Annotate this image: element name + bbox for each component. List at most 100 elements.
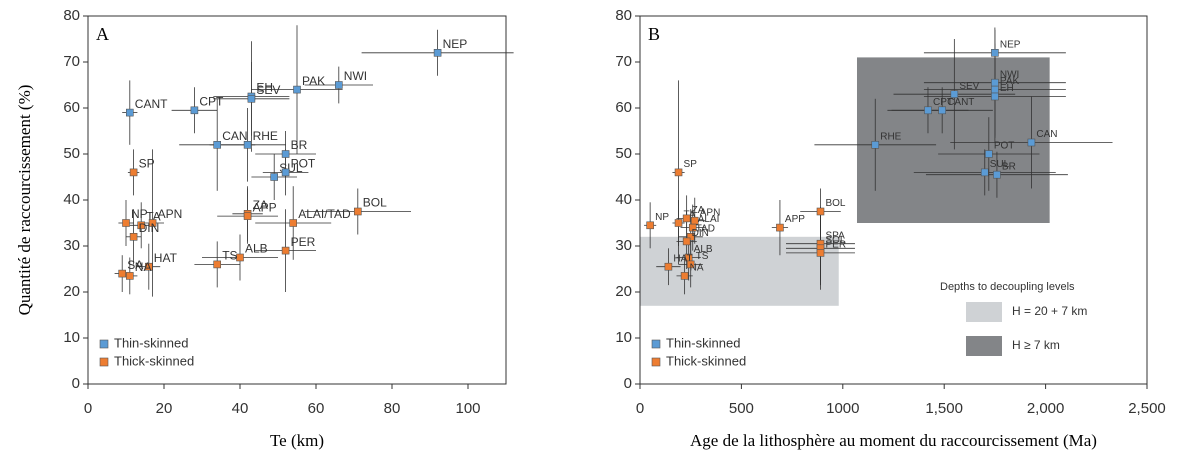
- point-label: NWI: [344, 69, 367, 83]
- x-tick-label: 1,500: [925, 400, 963, 417]
- point-label: TS: [696, 251, 709, 262]
- data-point: [871, 141, 880, 149]
- data-point: [816, 249, 825, 257]
- point-label: BR: [291, 138, 308, 152]
- region-legend-label: H = 20 + 7 km: [1012, 304, 1087, 318]
- x-tick-label: 40: [232, 400, 249, 417]
- data-point: [674, 168, 683, 177]
- y-tick-label: 50: [63, 145, 80, 162]
- region-swatch: [966, 336, 1002, 356]
- x-tick-label: 2,500: [1128, 400, 1166, 417]
- point-label: SUL: [990, 159, 1010, 170]
- x-tick-label: 80: [384, 400, 401, 417]
- y-tick-label: 0: [72, 375, 80, 392]
- point-label: RHE: [880, 131, 901, 142]
- point-label: BOL: [363, 196, 387, 210]
- data-point: [993, 170, 1001, 179]
- y-tick-label: 10: [615, 329, 632, 346]
- point-label: BOL: [825, 198, 845, 209]
- data-point: [686, 260, 695, 269]
- data-point: [243, 141, 252, 149]
- point-label: EH: [1000, 83, 1014, 94]
- data-point: [289, 219, 298, 227]
- legend-swatch: [651, 339, 661, 349]
- point-label: BR: [1002, 161, 1016, 172]
- data-point: [190, 106, 199, 115]
- data-point: [1027, 138, 1036, 147]
- region-legend-label: H ≥ 7 km: [1012, 338, 1060, 352]
- data-point: [646, 221, 654, 230]
- data-point: [991, 78, 999, 87]
- region-swatch: [966, 302, 1002, 322]
- x-axis-label: Te (km): [270, 431, 324, 450]
- region-legend-title: Depths to decoupling levels: [940, 281, 1075, 293]
- data-point: [674, 219, 683, 227]
- point-label: PAK: [1000, 76, 1020, 87]
- data-point: [281, 168, 290, 177]
- point-label: POT: [291, 157, 316, 171]
- point-label: APN: [158, 207, 183, 221]
- y-tick-label: 20: [615, 283, 632, 300]
- data-point: [236, 253, 244, 262]
- point-label: CPT: [933, 97, 953, 108]
- point-label: ALB: [245, 242, 268, 256]
- y-tick-label: 60: [63, 99, 80, 116]
- point-label: DIN: [692, 228, 709, 239]
- data-point: [137, 221, 145, 230]
- point-label: HAT: [154, 251, 178, 265]
- data-point: [664, 262, 673, 271]
- point-label: TAD: [696, 223, 715, 234]
- legend-swatch: [651, 357, 661, 367]
- data-point: [122, 219, 130, 227]
- point-label: SEV: [256, 83, 280, 97]
- point-label: APN: [700, 207, 721, 218]
- data-point: [126, 108, 134, 117]
- point-label: APP: [785, 214, 805, 225]
- data-point: [353, 207, 362, 216]
- point-label: ALAI: [698, 214, 720, 225]
- legend-swatch: [99, 357, 109, 367]
- point-label: SOL: [825, 235, 845, 246]
- legend-label: Thick-skinned: [666, 353, 746, 368]
- region: [856, 57, 1050, 224]
- y-tick-label: 50: [615, 145, 632, 162]
- point-label: CANT: [947, 97, 974, 108]
- data-point: [682, 237, 691, 246]
- data-point: [938, 106, 946, 115]
- data-point: [433, 48, 442, 57]
- region: [640, 236, 839, 306]
- point-label: SA: [127, 258, 143, 272]
- data-point: [293, 85, 301, 94]
- data-point: [680, 272, 689, 280]
- point-label: EH: [256, 81, 273, 95]
- point-label: NEP: [443, 37, 468, 51]
- data-point: [118, 269, 126, 278]
- data-point: [126, 272, 134, 280]
- data-point: [213, 260, 221, 269]
- legend-label: Thin-skinned: [666, 335, 740, 350]
- data-point: [270, 173, 279, 181]
- point-label: RHE: [253, 129, 278, 143]
- point-label: ZA: [253, 198, 268, 212]
- point-label: SPA: [825, 230, 845, 241]
- data-point: [334, 81, 343, 89]
- x-tick-label: 20: [156, 400, 173, 417]
- y-tick-label: 30: [63, 237, 80, 254]
- y-tick-label: 80: [615, 7, 632, 24]
- point-label: NWI: [1000, 69, 1019, 80]
- panel-label: B: [648, 24, 660, 44]
- data-point: [950, 90, 959, 98]
- point-label: TS: [222, 249, 237, 263]
- data-point: [148, 219, 157, 227]
- point-label: NP: [131, 207, 148, 221]
- x-tick-label: 0: [636, 400, 644, 417]
- y-axis-label: Quantité de raccourcissement (%): [15, 85, 34, 316]
- point-label: PAK: [302, 74, 325, 88]
- data-point: [991, 48, 999, 57]
- point-label: SEV: [959, 81, 979, 92]
- y-tick-label: 70: [63, 53, 80, 70]
- legend-swatch: [99, 339, 109, 349]
- y-tick-label: 0: [624, 375, 632, 392]
- point-label: ALB: [694, 244, 713, 255]
- point-label: NEP: [1000, 39, 1021, 50]
